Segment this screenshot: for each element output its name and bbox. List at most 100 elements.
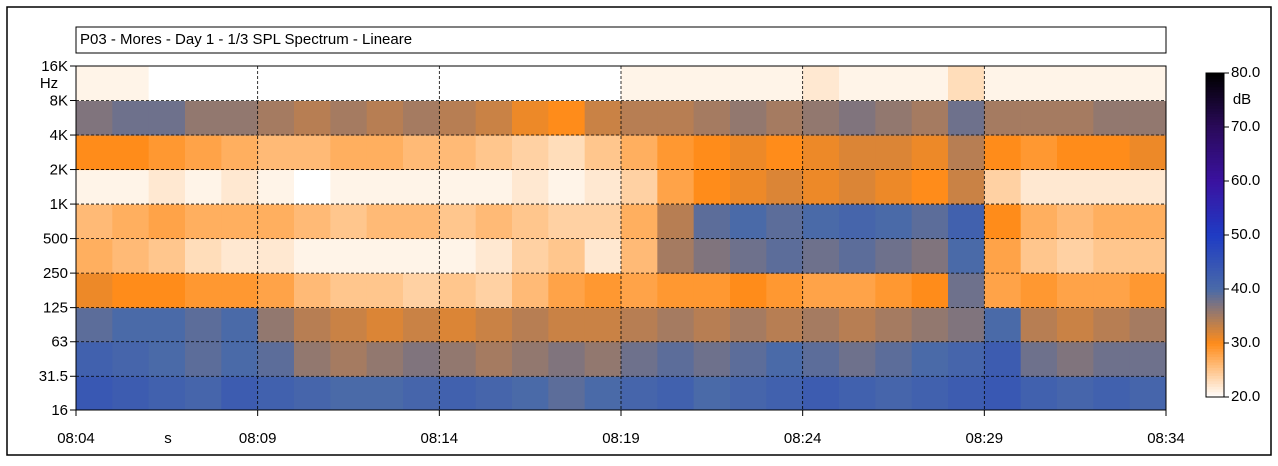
heatmap-cell — [439, 100, 477, 136]
heatmap-cell — [1020, 100, 1058, 136]
heatmap-cell — [839, 341, 876, 377]
colorbar-step — [1206, 388, 1224, 393]
colorbar-step — [1206, 191, 1224, 196]
heatmap-cell — [221, 307, 259, 343]
heatmap-cell — [1129, 66, 1167, 102]
heatmap-cell — [657, 204, 695, 240]
heatmap-cell — [366, 135, 404, 171]
heatmap-cell — [512, 204, 549, 240]
heatmap-cell — [839, 307, 876, 343]
heatmap-cell — [475, 100, 513, 136]
heatmap-cell — [294, 273, 331, 309]
y-tick-label: 31.5 — [39, 368, 68, 385]
heatmap-cell — [257, 376, 295, 411]
heatmap-cell — [948, 66, 985, 102]
heatmap-cell — [148, 100, 186, 136]
heatmap-cell — [584, 204, 622, 240]
heatmap-cell — [221, 376, 259, 411]
heatmap-cell — [185, 100, 222, 136]
heatmap-cell — [112, 169, 150, 205]
heatmap-cell — [112, 307, 150, 343]
heatmap-cell — [185, 238, 222, 274]
heatmap-cell — [475, 169, 513, 205]
heatmap-cell — [839, 376, 876, 411]
heatmap-cell — [148, 273, 186, 309]
heatmap-cell — [621, 307, 658, 343]
heatmap-cell — [548, 273, 586, 309]
heatmap-cell — [911, 169, 949, 205]
heatmap-cell — [584, 273, 622, 309]
heatmap-cell — [1057, 341, 1094, 377]
heatmap-cell — [366, 376, 404, 411]
heatmap-cell — [330, 307, 368, 343]
colorbar-step — [1206, 299, 1224, 304]
heatmap-cell — [148, 238, 186, 274]
heatmap-cell — [403, 307, 440, 343]
colorbar-step — [1206, 348, 1224, 352]
heatmap-cell — [730, 66, 767, 102]
heatmap-cell — [512, 376, 549, 411]
colorbar-step — [1206, 73, 1224, 77]
heatmap-cell — [294, 169, 331, 205]
colorbar-step — [1206, 170, 1224, 174]
colorbar-step — [1206, 394, 1224, 398]
colorbar-step — [1206, 140, 1224, 144]
heatmap-cell — [112, 204, 150, 240]
colorbar-step — [1206, 167, 1224, 171]
colorbar-step — [1206, 94, 1224, 98]
x-tick-label: 08:34 — [1147, 430, 1185, 447]
heatmap-cell — [475, 376, 513, 411]
heatmap-cell — [802, 169, 840, 205]
colorbar-step — [1206, 199, 1224, 204]
heatmap-cell — [1093, 307, 1131, 343]
heatmap-cell — [366, 273, 404, 309]
heatmap-cell — [1129, 169, 1167, 205]
heatmap-cell — [221, 238, 259, 274]
colorbar-step — [1206, 143, 1224, 147]
heatmap-cell — [766, 341, 804, 377]
y-tick-label: 2K — [50, 162, 68, 179]
heatmap-cell — [1057, 66, 1094, 102]
heatmap-cell — [984, 100, 1022, 136]
heatmap-cell — [621, 273, 658, 309]
y-tick-label: 8K — [50, 92, 68, 109]
heatmap-cell — [512, 238, 549, 274]
heatmap-cell — [330, 273, 368, 309]
heatmap-cell — [584, 307, 622, 343]
colorbar-step — [1206, 151, 1224, 155]
colorbar-step — [1206, 380, 1224, 385]
heatmap-cell — [657, 376, 695, 411]
colorbar-step — [1206, 221, 1224, 225]
colorbar-step — [1206, 118, 1224, 123]
colorbar-step — [1206, 216, 1224, 220]
heatmap-cell — [1129, 238, 1167, 274]
heatmap-cell — [512, 341, 549, 377]
colorbar-step — [1206, 205, 1224, 209]
heatmap-cell — [439, 169, 477, 205]
heatmap-cell — [439, 238, 477, 274]
colorbar-step — [1206, 105, 1224, 109]
x-tick-label: 08:24 — [784, 430, 822, 447]
y-tick-label: 250 — [43, 265, 68, 282]
colorbar-step — [1206, 332, 1224, 336]
heatmap-cell — [693, 376, 731, 411]
colorbar-step — [1206, 229, 1224, 233]
heatmap-cell — [257, 307, 295, 343]
colorbar-step — [1206, 278, 1224, 282]
colorbar-step — [1206, 75, 1224, 79]
heatmap-cell — [621, 66, 658, 102]
heatmap-cell — [1093, 66, 1131, 102]
colorbar — [1206, 73, 1224, 398]
heatmap-cell — [948, 273, 985, 309]
heatmap-cell — [1020, 135, 1058, 171]
colorbar-step — [1206, 202, 1224, 206]
colorbar-step — [1206, 232, 1224, 236]
heatmap-cell — [621, 238, 658, 274]
heatmap-cell — [766, 169, 804, 205]
heatmap-cell — [185, 169, 222, 205]
heatmap-cell — [548, 238, 586, 274]
heatmap-cell — [693, 307, 731, 343]
heatmap-cell — [294, 204, 331, 240]
heatmap-cell — [76, 273, 113, 309]
colorbar-step — [1206, 372, 1224, 376]
